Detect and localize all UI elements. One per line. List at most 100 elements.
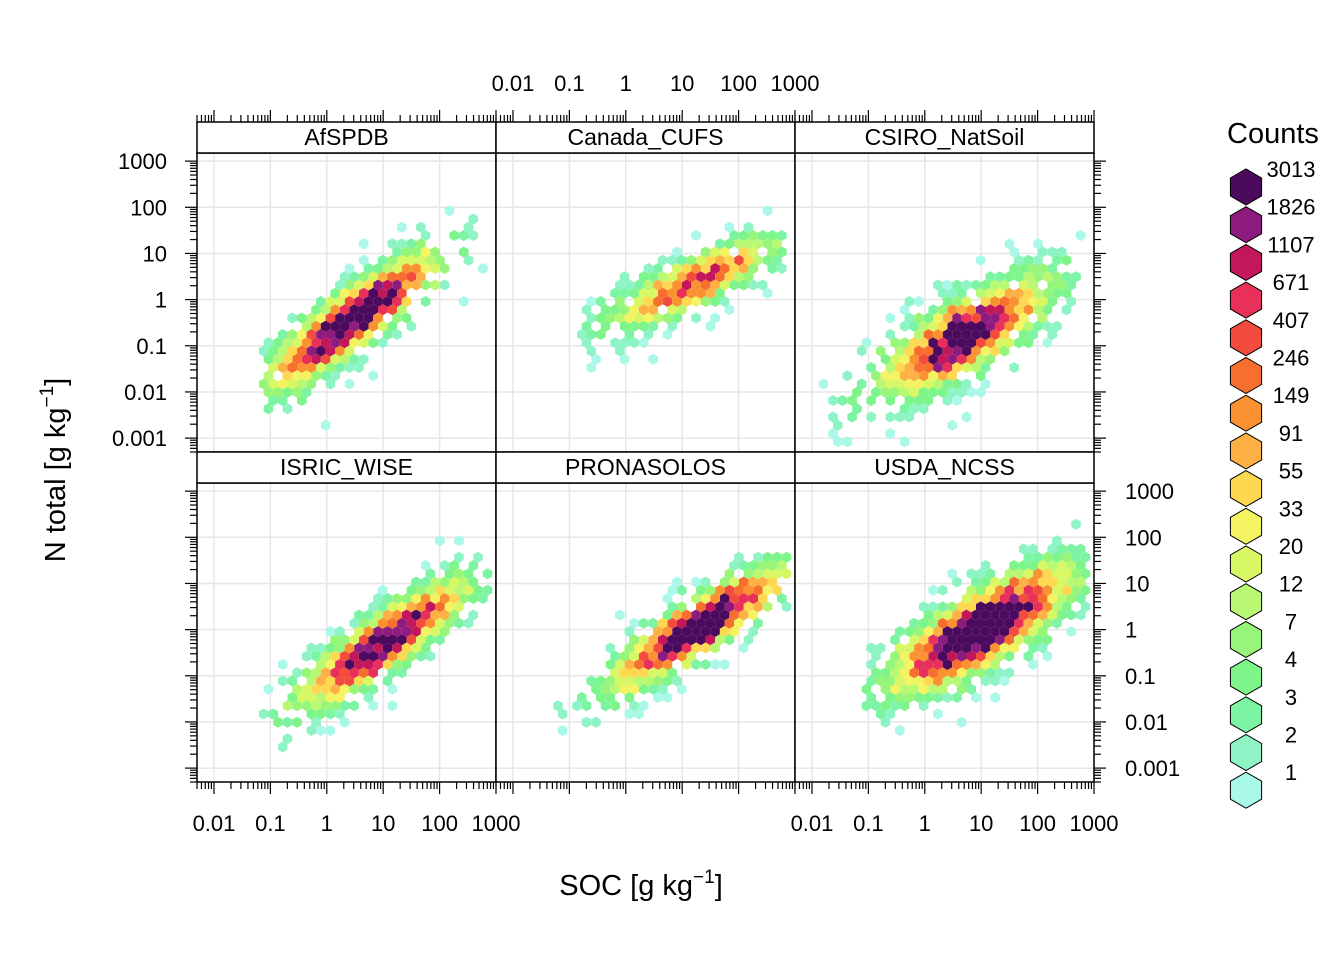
hex-bin	[743, 254, 754, 266]
hex-bin	[923, 626, 934, 637]
hex-bin	[1004, 320, 1015, 332]
hex-bin	[667, 601, 677, 613]
hex-bin	[591, 683, 601, 695]
x-axis-title: SOC [g kg−1]	[559, 867, 723, 902]
hex-bin	[1014, 271, 1024, 283]
hex-bin	[397, 634, 407, 646]
hex-bin	[705, 271, 716, 283]
hex-bin	[952, 296, 962, 307]
hex-bin	[615, 296, 625, 307]
hex-bin	[681, 263, 692, 274]
hex-bin	[724, 221, 735, 233]
hex-bin	[1004, 667, 1015, 679]
hex-bin	[738, 230, 749, 241]
hex-bin	[619, 683, 630, 695]
legend-label: 1826	[1267, 195, 1316, 220]
hex-bin	[330, 667, 340, 679]
hex-bin	[358, 238, 369, 250]
hex-bin	[306, 725, 317, 736]
hex-bin	[715, 634, 725, 646]
hex-bin	[657, 287, 668, 299]
hex-bin	[358, 287, 369, 299]
hex-bin	[1009, 560, 1019, 571]
hex-bin	[923, 395, 934, 406]
hex-bin	[662, 642, 673, 654]
y-tick-label: 0.001	[112, 426, 167, 451]
hex-bin	[420, 279, 431, 291]
hex-bin	[363, 626, 374, 637]
hex-bin	[691, 312, 701, 324]
x-tick-label: 0.01	[791, 811, 834, 836]
hex-bin	[416, 271, 426, 283]
hex-bin	[335, 626, 345, 637]
hex-bin	[918, 337, 929, 349]
hex-bin	[1009, 576, 1019, 588]
hex-bin	[378, 271, 388, 283]
hex-bin	[705, 584, 716, 596]
hex-bin	[677, 683, 687, 695]
hex-bin	[325, 312, 336, 324]
hex-bin	[961, 626, 972, 637]
hex-bin	[880, 386, 891, 398]
hex-bin	[961, 279, 972, 291]
hex-bin	[772, 238, 782, 250]
hex-bin	[1057, 543, 1067, 555]
hex-bin	[1009, 263, 1019, 274]
hex-bin	[1033, 320, 1043, 332]
hex-bin	[928, 353, 938, 365]
hex-bin	[411, 609, 421, 621]
hex-bin	[339, 667, 350, 679]
hex-bin	[454, 601, 464, 613]
hex-bin	[942, 312, 953, 324]
hex-bin	[710, 263, 720, 274]
hex-bin	[349, 320, 359, 332]
hex-bin	[444, 584, 455, 596]
hex-bin	[311, 304, 321, 316]
hex-bin	[287, 675, 297, 687]
hex-bin	[311, 353, 321, 365]
hex-bin	[885, 692, 895, 703]
hex-bin	[667, 617, 677, 629]
hex-bin	[392, 659, 402, 670]
hex-bin	[686, 617, 697, 629]
hex-bin	[634, 675, 644, 687]
hex-bin	[1018, 593, 1029, 604]
hex-bin	[966, 304, 976, 316]
hex-bin	[1066, 543, 1076, 555]
hex-bin	[719, 659, 730, 670]
hex-bin	[952, 395, 962, 406]
hex-bin	[681, 642, 692, 654]
hex-bin	[306, 329, 317, 340]
hex-bin	[657, 254, 668, 266]
x-tick-label: 100	[1019, 811, 1056, 836]
hex-bin	[301, 370, 312, 382]
hex-bin	[876, 345, 886, 357]
hex-bin	[956, 683, 967, 695]
legend-label: 1	[1285, 760, 1297, 785]
hex-bin	[980, 279, 991, 291]
hex-bin	[339, 683, 350, 695]
hex-bin	[316, 708, 326, 720]
hex-bin	[282, 700, 293, 712]
hex-bin	[648, 353, 658, 365]
hex-bin	[1023, 287, 1034, 299]
hex-bin	[942, 659, 953, 670]
hex-bin	[952, 362, 962, 373]
hex-bin	[368, 617, 378, 629]
hex-bin	[311, 700, 321, 712]
hex-bin	[392, 626, 402, 637]
hex-bin	[325, 659, 336, 670]
x-tick-label: 1000	[472, 811, 521, 836]
hex-bin	[416, 650, 426, 662]
hex-bin	[268, 378, 278, 390]
hex-bin	[634, 659, 644, 670]
hex-bin	[420, 642, 431, 654]
hex-bin	[1033, 551, 1043, 563]
hex-bin	[947, 287, 957, 299]
hex-bin	[624, 675, 635, 687]
hex-bin	[1018, 263, 1029, 274]
hex-bin	[349, 634, 359, 646]
hex-bin	[653, 642, 663, 654]
hex-bin	[478, 263, 488, 274]
hex-bin	[743, 584, 754, 596]
